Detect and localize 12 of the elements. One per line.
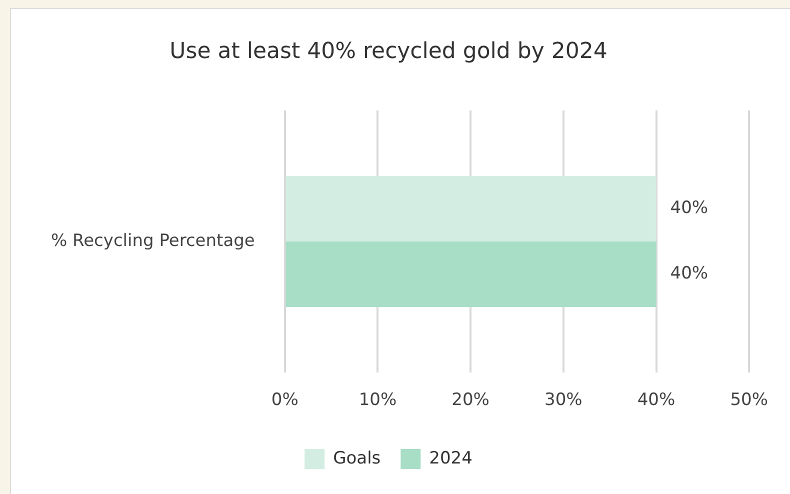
x-tick-label: 10% — [358, 390, 397, 410]
legend-label: 2024 — [429, 448, 472, 468]
data-label: 40% — [670, 264, 708, 284]
chart-title: Use at least 40% recycled gold by 2024 — [170, 38, 608, 64]
x-tick-label: 0% — [271, 390, 298, 410]
x-tick-label: 20% — [452, 390, 490, 410]
x-tick-label: 50% — [730, 390, 768, 410]
x-tick-label: 40% — [637, 390, 676, 410]
x-tick-label: 30% — [544, 390, 582, 410]
legend-label: Goals — [333, 448, 381, 468]
data-label: 40% — [670, 198, 708, 218]
y-tick-label: % Recycling Percentage — [50, 230, 255, 251]
